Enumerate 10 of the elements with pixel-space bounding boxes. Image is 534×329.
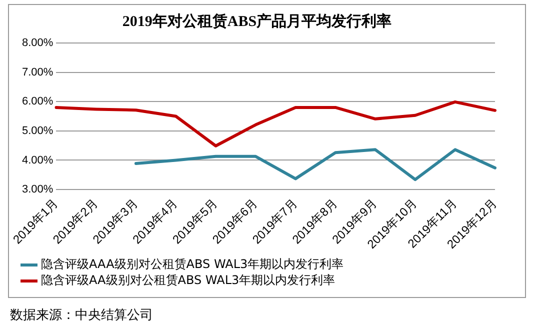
y-tick-label: 8.00%: [22, 37, 54, 50]
y-tick-label: 5.00%: [22, 124, 54, 137]
y-tick-label: 7.00%: [22, 66, 54, 78]
y-tick-label: 3.00%: [22, 184, 54, 196]
source-note: 数据来源：中央结算公司: [10, 307, 153, 324]
y-tick-label: 4.00%: [22, 154, 54, 166]
legend-label: 隐含评级AA级别对公租赁ABS WAL3年期以内发行利率: [41, 273, 336, 288]
y-tick-label: 6.00%: [22, 96, 54, 108]
legend-label: 隐含评级AAA级别对公租赁ABS WAL3年期以内发行利率: [41, 257, 344, 272]
chart-title: 2019年对公租赁ABS产品月平均发行利率: [122, 12, 392, 30]
